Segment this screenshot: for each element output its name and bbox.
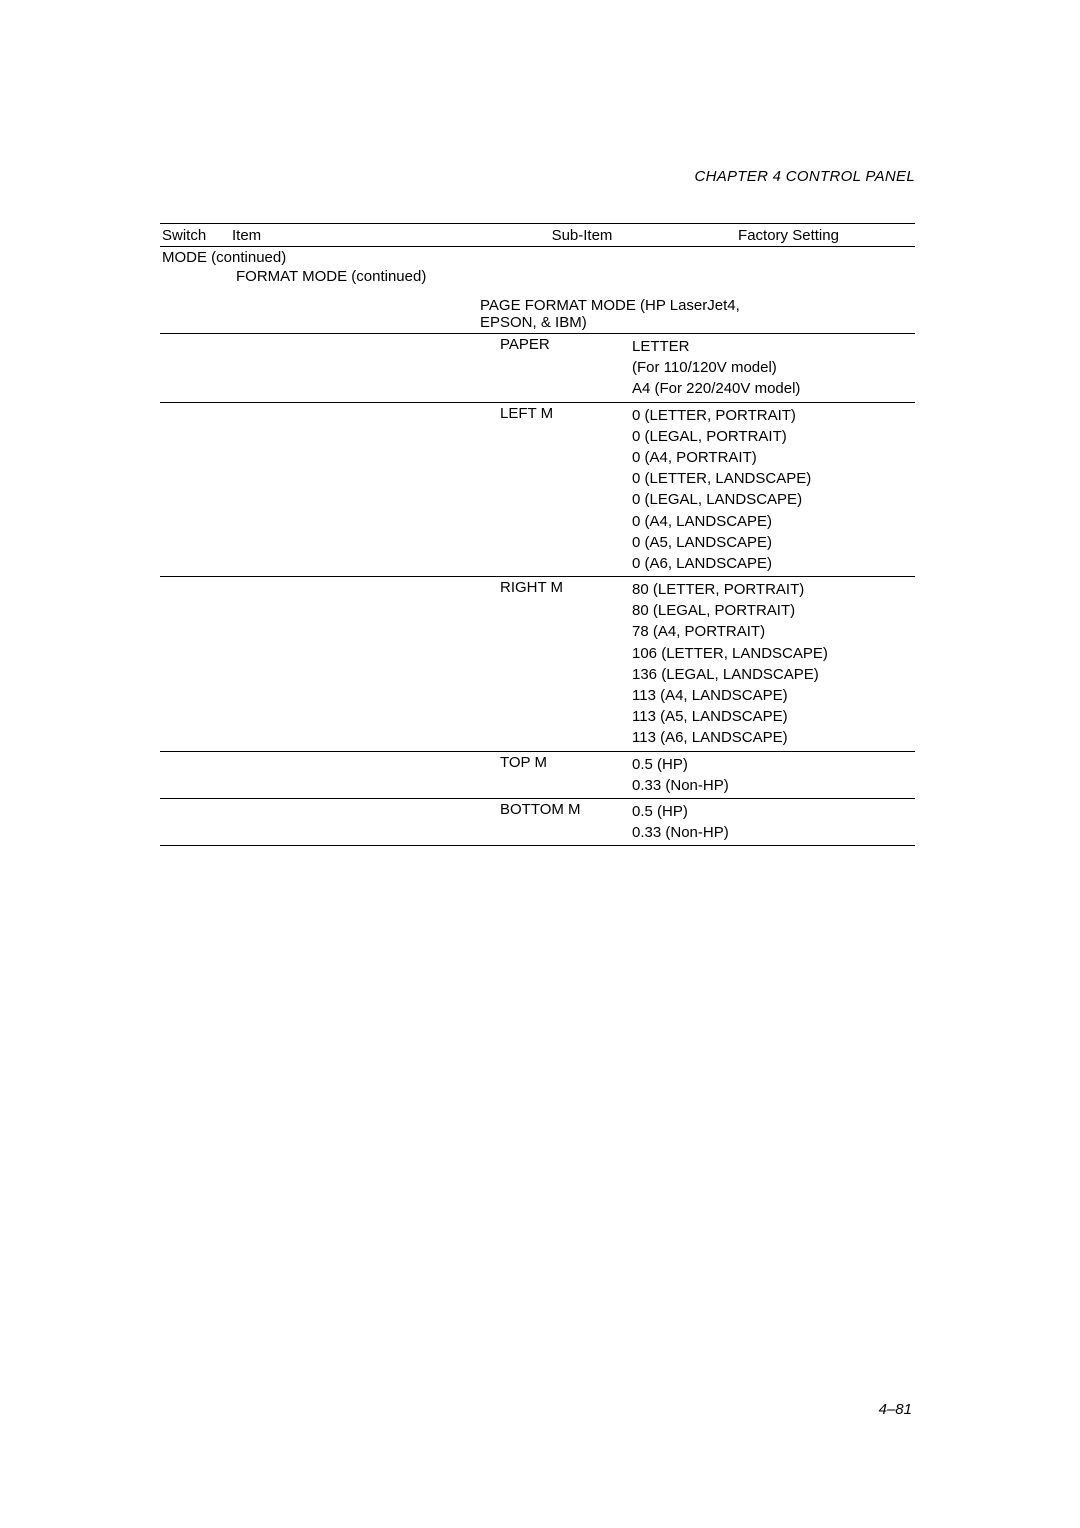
setting-value: A4 (For 220/240V model) [632,378,915,399]
setting-value: 0.33 (Non-HP) [632,775,915,796]
mode-continued-label: MODE (continued) [160,247,915,266]
sub-item-label: LEFT M [480,403,632,577]
table-row: BOTTOM M 0.5 (HP) 0.33 (Non-HP) [160,798,915,846]
header-switch: Switch [160,227,232,244]
setting-value: 80 (LEGAL, PORTRAIT) [632,600,915,621]
setting-value: 0.5 (HP) [632,801,915,822]
setting-value: 0.5 (HP) [632,754,915,775]
setting-value: 0 (LETTER, PORTRAIT) [632,405,915,426]
setting-value: 78 (A4, PORTRAIT) [632,621,915,642]
header-item: Item [232,227,502,244]
setting-value: LETTER [632,336,915,357]
setting-value: 0 (LEGAL, LANDSCAPE) [632,489,915,510]
setting-value: 113 (A4, LANDSCAPE) [632,685,915,706]
setting-value: 113 (A6, LANDSCAPE) [632,727,915,748]
setting-value: 80 (LETTER, PORTRAIT) [632,579,915,600]
header-factory-setting: Factory Setting [662,227,915,244]
chapter-header: CHAPTER 4 CONTROL PANEL [160,168,915,185]
setting-value: 0 (LETTER, LANDSCAPE) [632,468,915,489]
setting-value: 136 (LEGAL, LANDSCAPE) [632,664,915,685]
setting-value: 0.33 (Non-HP) [632,822,915,843]
format-mode-continued-label: FORMAT MODE (continued) [160,266,915,285]
section-title-line2: EPSON, & IBM) [480,314,915,331]
table-row: TOP M 0.5 (HP) 0.33 (Non-HP) [160,751,915,798]
setting-value: 0 (A4, PORTRAIT) [632,447,915,468]
setting-value: 0 (A4, LANDSCAPE) [632,511,915,532]
setting-value: 0 (A6, LANDSCAPE) [632,553,915,574]
setting-value: (For 110/120V model) [632,357,915,378]
table-header-row: Switch Item Sub-Item Factory Setting [160,223,915,247]
header-sub-item: Sub-Item [502,227,662,244]
table-row: LEFT M 0 (LETTER, PORTRAIT) 0 (LEGAL, PO… [160,402,915,577]
setting-value: 113 (A5, LANDSCAPE) [632,706,915,727]
sub-item-label: RIGHT M [480,577,632,751]
setting-value: 0 (LEGAL, PORTRAIT) [632,426,915,447]
section-title-line1: PAGE FORMAT MODE (HP LaserJet4, [480,297,915,314]
page-format-mode-header: PAGE FORMAT MODE (HP LaserJet4, EPSON, &… [160,285,915,333]
sub-item-label: TOP M [480,752,632,798]
settings-table: Switch Item Sub-Item Factory Setting MOD… [160,223,915,846]
page-number: 4–81 [879,1401,912,1418]
setting-value: 0 (A5, LANDSCAPE) [632,532,915,553]
table-row: PAPER LETTER (For 110/120V model) A4 (Fo… [160,333,915,402]
sub-item-label: BOTTOM M [480,799,632,845]
table-row: RIGHT M 80 (LETTER, PORTRAIT) 80 (LEGAL,… [160,576,915,751]
setting-value: 106 (LETTER, LANDSCAPE) [632,643,915,664]
sub-item-label: PAPER [480,334,632,402]
